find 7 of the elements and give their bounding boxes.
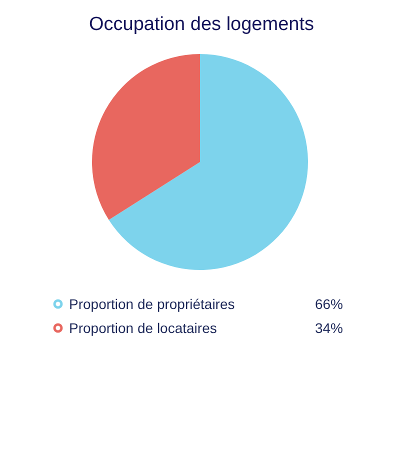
chart-title: Occupation des logements xyxy=(89,14,314,35)
data-label: 66% xyxy=(314,296,343,312)
pie-slice xyxy=(92,54,200,220)
data-label: 34% xyxy=(314,320,343,336)
pie-slice xyxy=(108,54,308,270)
legend-label: Proportion de propriétaires xyxy=(69,296,235,312)
legend-label: Proportion de locataires xyxy=(69,320,217,336)
